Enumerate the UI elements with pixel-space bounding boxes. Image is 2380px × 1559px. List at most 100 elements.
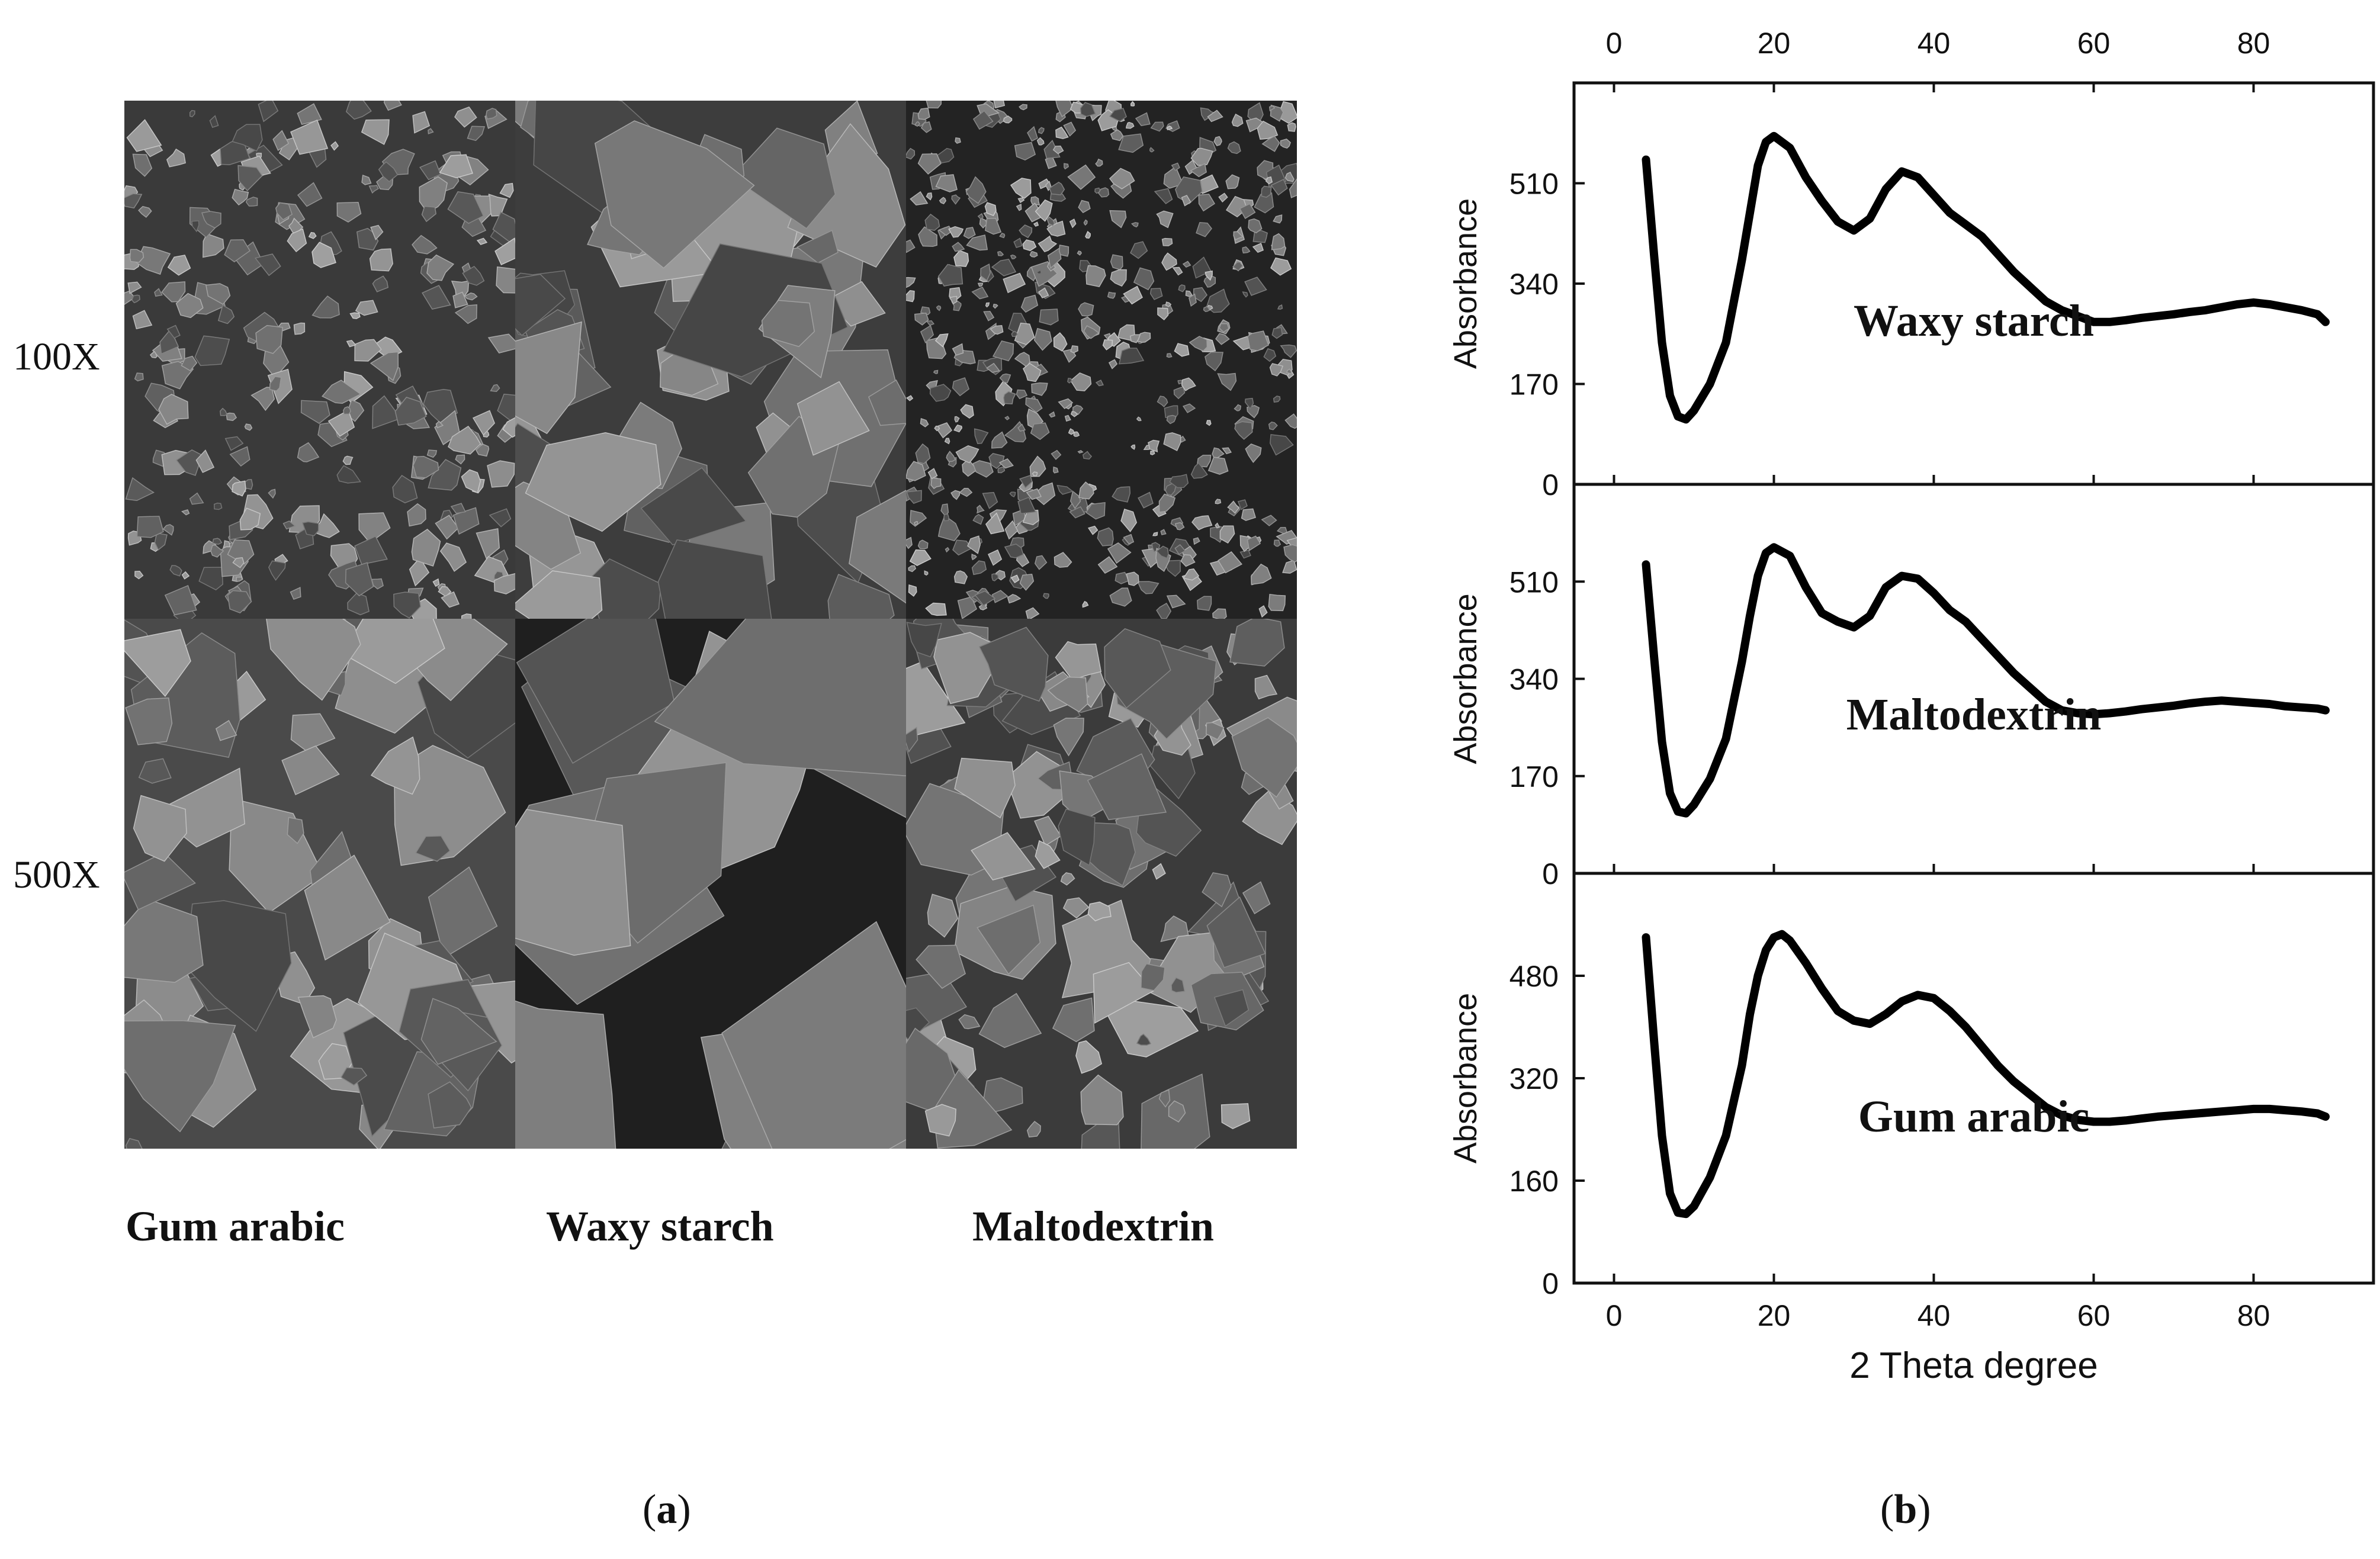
sem-particle xyxy=(302,521,319,536)
y-tick-label: 0 xyxy=(1542,1267,1559,1300)
sem-particle xyxy=(223,540,231,548)
sem-particle xyxy=(1270,434,1294,456)
sem-particle xyxy=(1182,261,1191,268)
sem-particle xyxy=(926,192,933,201)
sem-particle xyxy=(1287,122,1296,132)
sem-particle xyxy=(166,148,186,168)
sem-particle xyxy=(1016,389,1028,400)
sem-particle xyxy=(1017,197,1025,204)
sem-particle xyxy=(966,234,988,251)
sem-particle xyxy=(1148,439,1160,452)
sem-particle xyxy=(920,324,934,344)
sem-particle xyxy=(1206,722,1225,741)
sem-particle xyxy=(1038,287,1049,298)
sem-particle xyxy=(1026,488,1042,500)
sem-particle xyxy=(494,237,515,265)
sem-particle xyxy=(1191,515,1213,531)
sem-particle xyxy=(1197,596,1212,611)
sem-particle xyxy=(952,343,964,356)
sem-particle xyxy=(1017,497,1036,515)
sem-particle xyxy=(1110,269,1127,287)
sem-particle xyxy=(1078,302,1094,317)
sem-particle xyxy=(342,455,354,465)
sem-particle xyxy=(372,395,402,429)
sem-particle xyxy=(124,1020,236,1133)
sem-particle xyxy=(1265,176,1273,185)
sem-particle xyxy=(1165,301,1172,307)
sem-particle xyxy=(349,312,361,319)
sem-particle xyxy=(993,303,998,309)
sem-particle xyxy=(1025,607,1040,619)
sem-particle xyxy=(986,362,1001,373)
sem-particle xyxy=(1026,1120,1041,1138)
sem-particle xyxy=(287,228,307,253)
sem-particle xyxy=(1160,529,1167,535)
sem-particle xyxy=(985,217,1002,235)
sem-particle xyxy=(412,234,438,255)
sem-particle xyxy=(502,417,515,438)
sem-particle xyxy=(1035,840,1061,869)
sem-particle xyxy=(1166,414,1177,425)
sample-annotation: Waxy starch xyxy=(1854,296,2094,346)
sem-particle xyxy=(1034,555,1048,570)
sem-particle xyxy=(1085,230,1091,239)
sem-particle xyxy=(237,165,263,192)
sem-particle xyxy=(124,290,136,305)
sem-particle xyxy=(1038,178,1051,189)
sem-particle xyxy=(149,351,158,359)
sem-particle xyxy=(1229,619,1285,667)
sem-particle xyxy=(1157,307,1169,321)
sem-particle xyxy=(1064,414,1071,422)
sem-particle xyxy=(1109,587,1132,607)
sem-particle xyxy=(1219,525,1235,544)
sem-particle xyxy=(906,239,916,253)
xrd-series-line xyxy=(1642,930,2330,1219)
sem-particle xyxy=(1070,411,1078,417)
sem-particle xyxy=(1217,372,1237,391)
sem-particle xyxy=(920,306,931,316)
sem-particle xyxy=(979,217,988,229)
sem-particle xyxy=(516,619,675,764)
sem-particle xyxy=(1007,594,1022,604)
y-tick-label: 320 xyxy=(1509,1062,1559,1095)
sem-particle xyxy=(209,115,219,128)
sem-particle xyxy=(924,213,940,231)
sem-particle xyxy=(1189,336,1208,352)
sem-particle xyxy=(1053,332,1068,352)
sem-particle xyxy=(1060,872,1075,886)
sem-particle xyxy=(1069,506,1085,519)
sem-particle xyxy=(340,1067,368,1086)
sem-image-waxy-starch-100x xyxy=(515,101,906,619)
sem-particle xyxy=(943,513,949,522)
sem-particle xyxy=(796,381,870,456)
sem-particle xyxy=(1019,474,1033,488)
sem-particle xyxy=(917,153,942,175)
sem-particle xyxy=(1109,168,1135,189)
sem-particle xyxy=(1193,537,1200,545)
sem-particle xyxy=(1149,288,1163,300)
sem-particle xyxy=(951,194,961,205)
sem-particle xyxy=(1218,551,1242,574)
sem-particle xyxy=(946,451,956,462)
sem-particle xyxy=(1070,345,1078,353)
sem-particle xyxy=(467,126,486,142)
sem-particle xyxy=(194,335,230,367)
sem-particle xyxy=(1055,126,1069,139)
sem-particle xyxy=(1075,1040,1103,1074)
sem-particle xyxy=(1273,539,1281,547)
sem-particle xyxy=(1077,250,1082,256)
sem-particle xyxy=(461,469,481,494)
column-label-maltodextrin: Maltodextrin xyxy=(972,1203,1214,1250)
sem-particle xyxy=(175,292,204,319)
sem-particle xyxy=(1049,181,1065,195)
sem-particle xyxy=(1247,535,1261,552)
sem-image-waxy-starch-500x xyxy=(515,619,906,1149)
sem-particle xyxy=(977,904,1041,975)
sem-particle xyxy=(1196,221,1212,237)
sem-particle xyxy=(336,465,361,484)
sem-particle xyxy=(944,438,950,445)
sem-particle xyxy=(266,619,361,701)
sem-particle xyxy=(999,233,1006,239)
sem-particle xyxy=(950,490,961,500)
sem-particle xyxy=(268,488,276,499)
